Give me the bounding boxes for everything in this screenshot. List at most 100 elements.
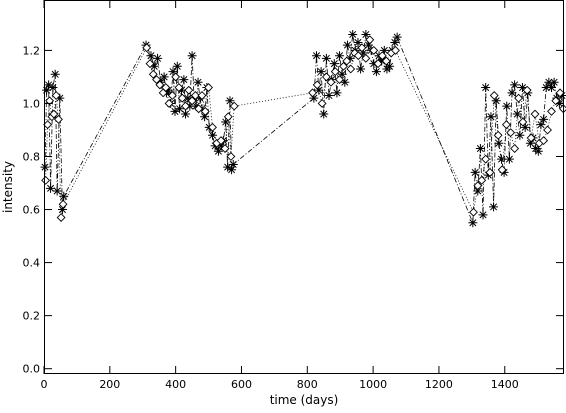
data-point-diamond	[365, 35, 375, 45]
data-point-asterisk	[392, 32, 402, 42]
data-point-diamond	[187, 96, 197, 106]
data-point-asterisk	[187, 51, 197, 61]
data-point-asterisk	[191, 101, 201, 111]
data-point-diamond	[391, 45, 400, 55]
data-point-asterisk	[379, 45, 389, 55]
data-point-diamond	[174, 83, 184, 92]
data-point-diamond	[469, 207, 478, 217]
data-point-diamond	[181, 101, 190, 111]
data-point-diamond	[148, 69, 158, 79]
data-point-diamond	[373, 59, 383, 69]
data-point-asterisk	[149, 61, 159, 71]
data-point-asterisk	[55, 93, 65, 103]
data-point-diamond	[54, 114, 63, 124]
data-point-diamond	[485, 167, 495, 177]
data-point-diamond	[161, 83, 171, 92]
data-point-diamond	[45, 96, 55, 106]
data-point-diamond	[497, 165, 507, 175]
data-point-asterisk	[520, 122, 530, 132]
data-point-asterisk	[46, 183, 56, 193]
data-point-diamond	[381, 56, 391, 66]
data-point-diamond	[152, 75, 161, 85]
data-point-asterisk	[59, 191, 69, 201]
data-point-asterisk	[216, 141, 226, 151]
data-point-asterisk	[332, 88, 342, 98]
data-point-asterisk	[337, 69, 347, 79]
data-point-diamond	[317, 99, 327, 108]
data-point-asterisk	[358, 48, 368, 58]
data-point-asterisk	[489, 202, 499, 212]
data-point-diamond	[555, 88, 565, 98]
data-point-diamond	[481, 154, 491, 164]
data-point-diamond	[229, 101, 239, 111]
data-point-asterisk	[52, 186, 62, 196]
data-point-diamond	[350, 48, 360, 58]
data-point-diamond	[51, 91, 61, 100]
y-tick-label: 0.0	[23, 363, 41, 376]
data-point-asterisk	[353, 37, 363, 47]
data-point-asterisk	[200, 112, 210, 122]
x-tick-label: 1000	[359, 378, 387, 391]
x-tick-label: 1400	[491, 378, 519, 391]
data-point-asterisk	[225, 96, 235, 106]
data-point-asterisk	[499, 167, 509, 177]
data-point-diamond	[190, 91, 200, 100]
data-point-diamond	[493, 130, 503, 140]
data-point-asterisk	[168, 67, 178, 77]
data-point-asterisk	[364, 40, 374, 50]
data-point-asterisk	[390, 37, 400, 47]
data-point-asterisk	[179, 75, 189, 85]
data-point-diamond	[194, 104, 204, 114]
data-point-asterisk	[502, 101, 512, 111]
x-tick-label: 800	[297, 378, 318, 391]
data-point-asterisk	[356, 64, 366, 74]
data-point-asterisk	[494, 138, 504, 148]
data-point-asterisk	[183, 93, 193, 103]
data-point-diamond	[522, 85, 532, 95]
data-point-asterisk	[486, 112, 496, 122]
data-point-diamond	[312, 80, 322, 90]
data-point-diamond	[558, 104, 566, 114]
data-point-asterisk	[512, 109, 522, 119]
data-point-diamond	[164, 99, 174, 108]
data-point-asterisk	[163, 85, 173, 95]
data-point-diamond	[551, 96, 561, 106]
data-point-asterisk	[377, 56, 387, 66]
data-point-asterisk	[329, 59, 339, 69]
data-point-diamond	[473, 181, 483, 191]
data-point-asterisk	[491, 96, 501, 106]
data-point-diamond	[339, 61, 348, 71]
data-point-diamond	[56, 213, 66, 222]
data-point-diamond	[353, 51, 363, 61]
data-point-asterisk	[475, 144, 485, 154]
data-point-asterisk	[544, 77, 554, 87]
data-point-diamond	[547, 106, 556, 116]
data-point-diamond	[321, 72, 331, 82]
data-point-asterisk	[518, 83, 528, 93]
data-point-asterisk	[193, 77, 203, 87]
data-point-diamond	[539, 136, 549, 146]
data-point-asterisk	[361, 29, 371, 39]
data-point-asterisk	[324, 90, 334, 100]
data-point-diamond	[501, 120, 511, 130]
data-point-asterisk	[319, 109, 329, 119]
data-point-diamond	[49, 109, 59, 119]
data-point-asterisk	[539, 114, 549, 124]
data-point-asterisk	[195, 93, 205, 103]
series-layer	[40, 29, 566, 228]
data-point-asterisk	[153, 53, 163, 63]
data-point-diamond	[177, 93, 187, 103]
y-tick-label: 0.6	[23, 204, 41, 217]
data-point-diamond	[477, 175, 487, 185]
data-point-asterisk	[312, 51, 322, 61]
x-tick-label: 600	[231, 378, 252, 391]
data-point-diamond	[361, 53, 371, 63]
data-point-asterisk	[468, 218, 478, 228]
data-point-diamond	[506, 128, 516, 138]
x-tick-label: 1200	[425, 378, 453, 391]
x-tick-label: 200	[99, 378, 120, 391]
data-point-diamond	[377, 51, 387, 61]
data-point-asterisk	[507, 88, 517, 98]
data-point-diamond	[543, 125, 552, 135]
